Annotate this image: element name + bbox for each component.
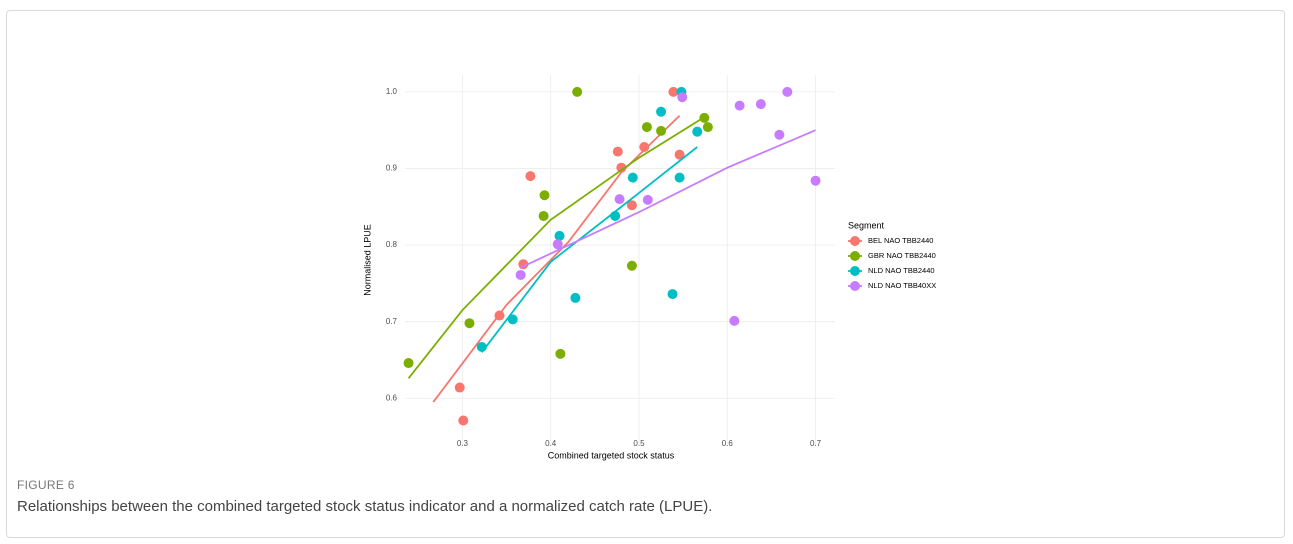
point [454,382,465,393]
point [674,149,685,160]
legend-label: GBR NAO TBB2440 [868,251,936,260]
figure-frame [6,10,1285,538]
point [755,99,766,110]
x-tick-label: 0.7 [810,439,822,448]
point [667,289,678,300]
point [554,230,565,241]
legend-label: BEL NAO TBB2440 [868,236,933,245]
x-tick-label: 0.5 [633,439,645,448]
point [403,358,414,369]
point [641,122,652,133]
point [626,200,637,211]
point [464,318,475,329]
point [476,341,487,352]
fit-line [432,114,681,403]
x-axis-title: Combined targeted stock status [548,450,675,460]
point [729,315,740,326]
y-tick-label: 0.7 [386,317,398,326]
legend-label: NLD NAO TBB40XX [868,281,936,290]
point [538,210,549,221]
x-tick-label: 0.4 [545,439,557,448]
point [656,125,667,136]
point [507,314,518,325]
point [692,126,703,137]
point [494,310,505,321]
point [668,86,679,97]
y-tick-label: 0.8 [386,240,398,249]
fit-line [407,116,705,379]
point [774,129,785,140]
point [734,100,745,111]
point [656,106,667,117]
legend-title: Segment [848,220,885,230]
x-tick-label: 0.3 [457,439,469,448]
point [555,348,566,359]
y-tick-label: 1.0 [386,87,398,96]
point [810,175,821,186]
point [626,260,637,271]
point [525,171,536,182]
point [552,239,563,250]
point [616,162,627,173]
legend-label: NLD NAO TBB2440 [868,266,935,275]
y-axis-title: Normalised LPUE [362,224,372,296]
figure-label: FIGURE 6 [17,478,75,492]
point [699,112,710,123]
point [782,86,793,97]
point [539,190,550,201]
figure-caption: Relationships between the combined targe… [17,498,713,515]
chart: Combined targeted stock status Normalise… [362,75,936,460]
point [677,92,688,103]
x-tick-label: 0.6 [722,439,734,448]
point [639,142,650,153]
point [627,172,638,183]
point [614,194,625,205]
point [572,86,583,97]
point [570,292,581,303]
point [612,146,623,157]
point [642,194,653,205]
point [610,210,621,221]
point [458,415,469,426]
y-tick-label: 0.9 [386,164,398,173]
point [674,172,685,183]
point [515,269,526,280]
fit-line [481,146,698,353]
fit-line [519,129,816,269]
point [702,122,713,133]
y-tick-label: 0.6 [386,393,398,402]
